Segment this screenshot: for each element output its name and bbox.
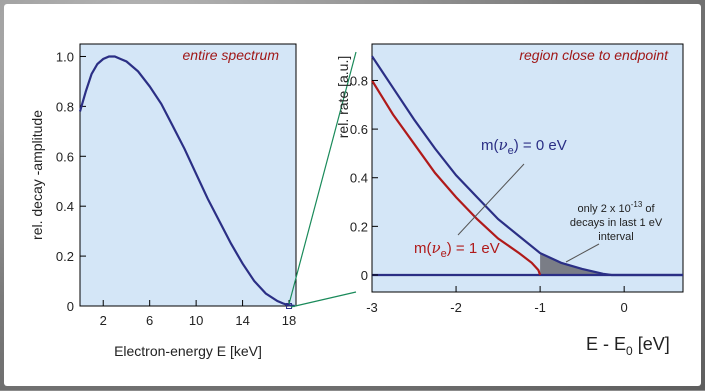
- left-y-tick-label: 0.8: [56, 99, 74, 114]
- right-x-ticks: -3 -2 -1 0: [366, 286, 628, 315]
- note-pointer-line: [565, 243, 600, 263]
- left-plot-area: [79, 43, 297, 307]
- right-y-tick-label: 0.2: [350, 219, 368, 234]
- left-spectrum-line: [78, 55, 295, 308]
- left-chart: entire spectrum 0 0.2 0.4 0.6 0.8 1.0 2 6 10 14 1…: [29, 43, 297, 359]
- left-x-tick-label: 2: [100, 313, 107, 328]
- right-chart-title: region close to endpoint: [519, 47, 669, 63]
- right-chart: region close to endpoint 0 0.2 0.4 0.6 0.8 -…: [335, 43, 684, 358]
- left-x-tick-label: 14: [235, 313, 249, 328]
- right-plot-area: [371, 43, 684, 293]
- note-line-3: interval: [598, 231, 633, 243]
- left-y-tick-label: 1.0: [56, 49, 74, 64]
- note-line-2: decays in last 1 eV: [570, 217, 663, 229]
- right-x-tick-label: -3: [366, 300, 378, 315]
- right-y-tick-label: 0.8: [350, 73, 368, 88]
- right-y-ticks: 0 0.2 0.4 0.6 0.8: [350, 73, 378, 283]
- label-m1: m(νe) = 1 eV: [414, 239, 500, 260]
- series-m0-line: [371, 55, 683, 277]
- left-x-tick-label: 18: [282, 313, 296, 328]
- zoom-connector-upper: [288, 51, 357, 305]
- left-chart-title: entire spectrum: [183, 47, 280, 63]
- m0-pointer-line: [457, 163, 525, 236]
- label-m0: m(νe) = 0 eV: [481, 136, 567, 157]
- right-y-tick-label: 0.6: [350, 122, 368, 137]
- right-y-tick-label: 0: [361, 268, 368, 283]
- series-m1-line: [371, 79, 542, 276]
- shaded-last-1ev-region: [540, 253, 625, 275]
- right-x-tick-label: -1: [534, 300, 546, 315]
- left-y-tick-label: 0: [67, 299, 74, 314]
- left-y-tick-label: 0.4: [56, 199, 74, 214]
- left-y-tick-label: 0.6: [56, 149, 74, 164]
- left-y-tick-label: 0.2: [56, 249, 74, 264]
- left-x-axis-label: Electron-energy E [keV]: [114, 343, 262, 359]
- zoom-connector-lower: [290, 291, 357, 308]
- note-line-1: only 2 x 10-13 of: [578, 200, 656, 215]
- right-x-tick-label: -2: [450, 300, 462, 315]
- figure-svg: entire spectrum 0 0.2 0.4 0.6 0.8 1.0 2 6 10 14 1…: [29, 43, 684, 359]
- left-y-ticks: 0 0.2 0.4 0.6 0.8 1.0: [56, 49, 86, 314]
- right-y-tick-label: 0.4: [350, 171, 368, 186]
- left-y-axis-label: rel. decay -amplitude: [29, 110, 45, 240]
- right-x-axis-label: E - E0 [eV]: [586, 334, 670, 358]
- right-y-axis-label: rel. rate [a.u.]: [335, 56, 351, 138]
- left-x-tick-label: 6: [146, 313, 153, 328]
- right-x-tick-label: 0: [621, 300, 628, 315]
- figure-panel: entire spectrum 0 0.2 0.4 0.6 0.8 1.0 2 6 10 14 1…: [4, 4, 701, 386]
- left-x-tick-label: 10: [189, 313, 203, 328]
